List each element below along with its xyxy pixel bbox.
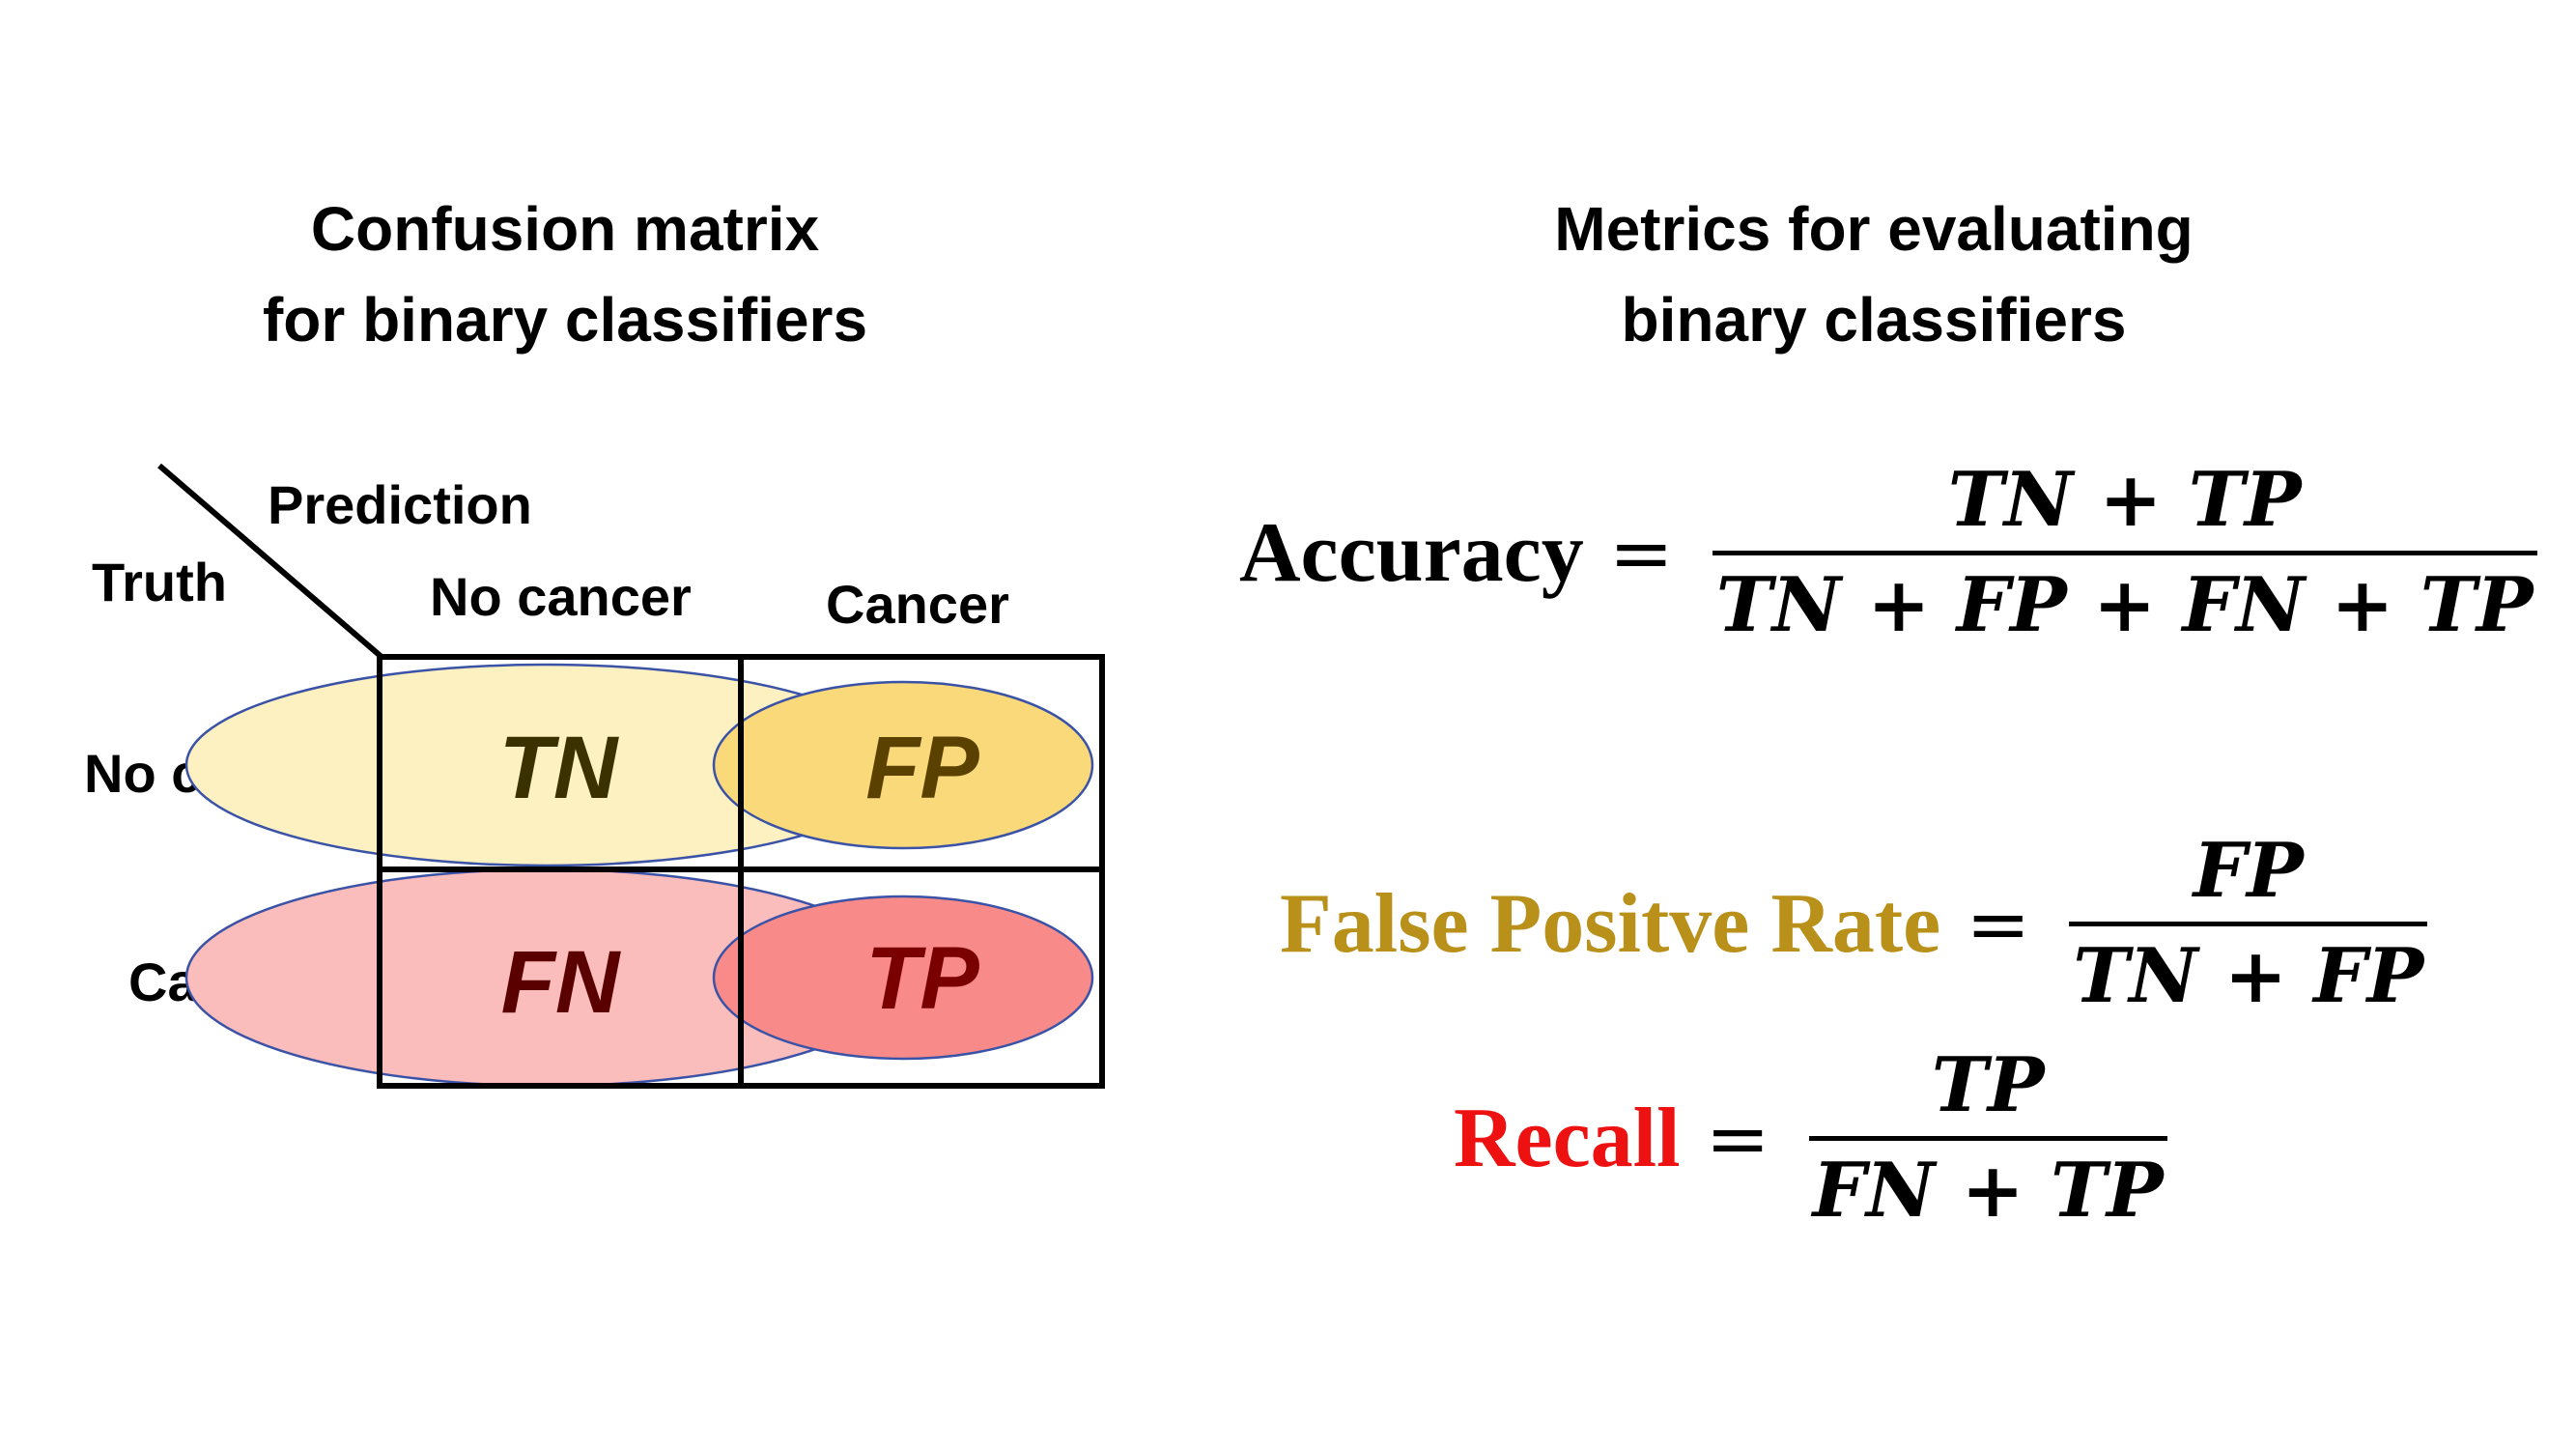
accuracy-denominator: TN + FP + FN + TP <box>1715 561 2534 649</box>
recall-denominator: FN + TP <box>1812 1147 2164 1235</box>
col-header-cancer: Cancer <box>826 574 1009 635</box>
tp-label: TP <box>865 929 979 1028</box>
fpr-numerator: FP <box>2193 827 2304 915</box>
accuracy-label: Accuracy <box>1239 506 1584 600</box>
fpr-label: False Positve Rate <box>1280 877 1941 971</box>
tn-label: TN <box>499 719 620 817</box>
fpr-formula: False Positve Rate = FP TN + FP <box>1280 821 2428 1027</box>
fpr-fraction-bar <box>2069 922 2428 926</box>
recall-label: Recall <box>1454 1092 1681 1185</box>
accuracy-equals: = <box>1608 508 1674 598</box>
col-header-no-cancer: No cancer <box>430 566 692 627</box>
confusion-matrix-title-line1: Confusion matrix <box>310 194 820 264</box>
fpr-fraction: FP TN + FP <box>2069 821 2428 1027</box>
accuracy-fraction: TN + TP TN + FP + FN + TP <box>1712 450 2537 656</box>
truth-axis-label: Truth <box>92 552 227 612</box>
confusion-matrix-title-line2: for binary classifiers <box>262 285 868 355</box>
recall-formula: Recall = TP FN + TP <box>1454 1036 2167 1241</box>
fp-label: FP <box>865 719 979 817</box>
recall-equals: = <box>1705 1094 1770 1183</box>
fp-ellipse <box>712 680 1094 850</box>
accuracy-formula: Accuracy = TN + TP TN + FP + FN + TP <box>1239 450 2537 656</box>
confusion-matrix-title: Confusion matrix for binary classifiers <box>179 184 951 365</box>
recall-fraction: TP FN + TP <box>1808 1036 2167 1241</box>
fpr-equals: = <box>1966 879 2031 969</box>
prediction-axis-label: Prediction <box>268 474 532 535</box>
metrics-title-line1: Metrics for evaluating <box>1554 194 2194 264</box>
recall-numerator: TP <box>1931 1041 2045 1129</box>
metrics-title: Metrics for evaluating binary classifier… <box>1487 184 2260 365</box>
fpr-denominator: TN + FP <box>2073 932 2424 1020</box>
accuracy-fraction-bar <box>1712 551 2537 555</box>
recall-fraction-bar <box>1808 1136 2167 1141</box>
tp-ellipse <box>712 895 1094 1061</box>
metrics-title-line2: binary classifiers <box>1621 285 2127 355</box>
corner-diagonal <box>157 463 383 660</box>
accuracy-numerator: TN + TP <box>1947 456 2302 544</box>
fn-label: FN <box>501 933 622 1032</box>
